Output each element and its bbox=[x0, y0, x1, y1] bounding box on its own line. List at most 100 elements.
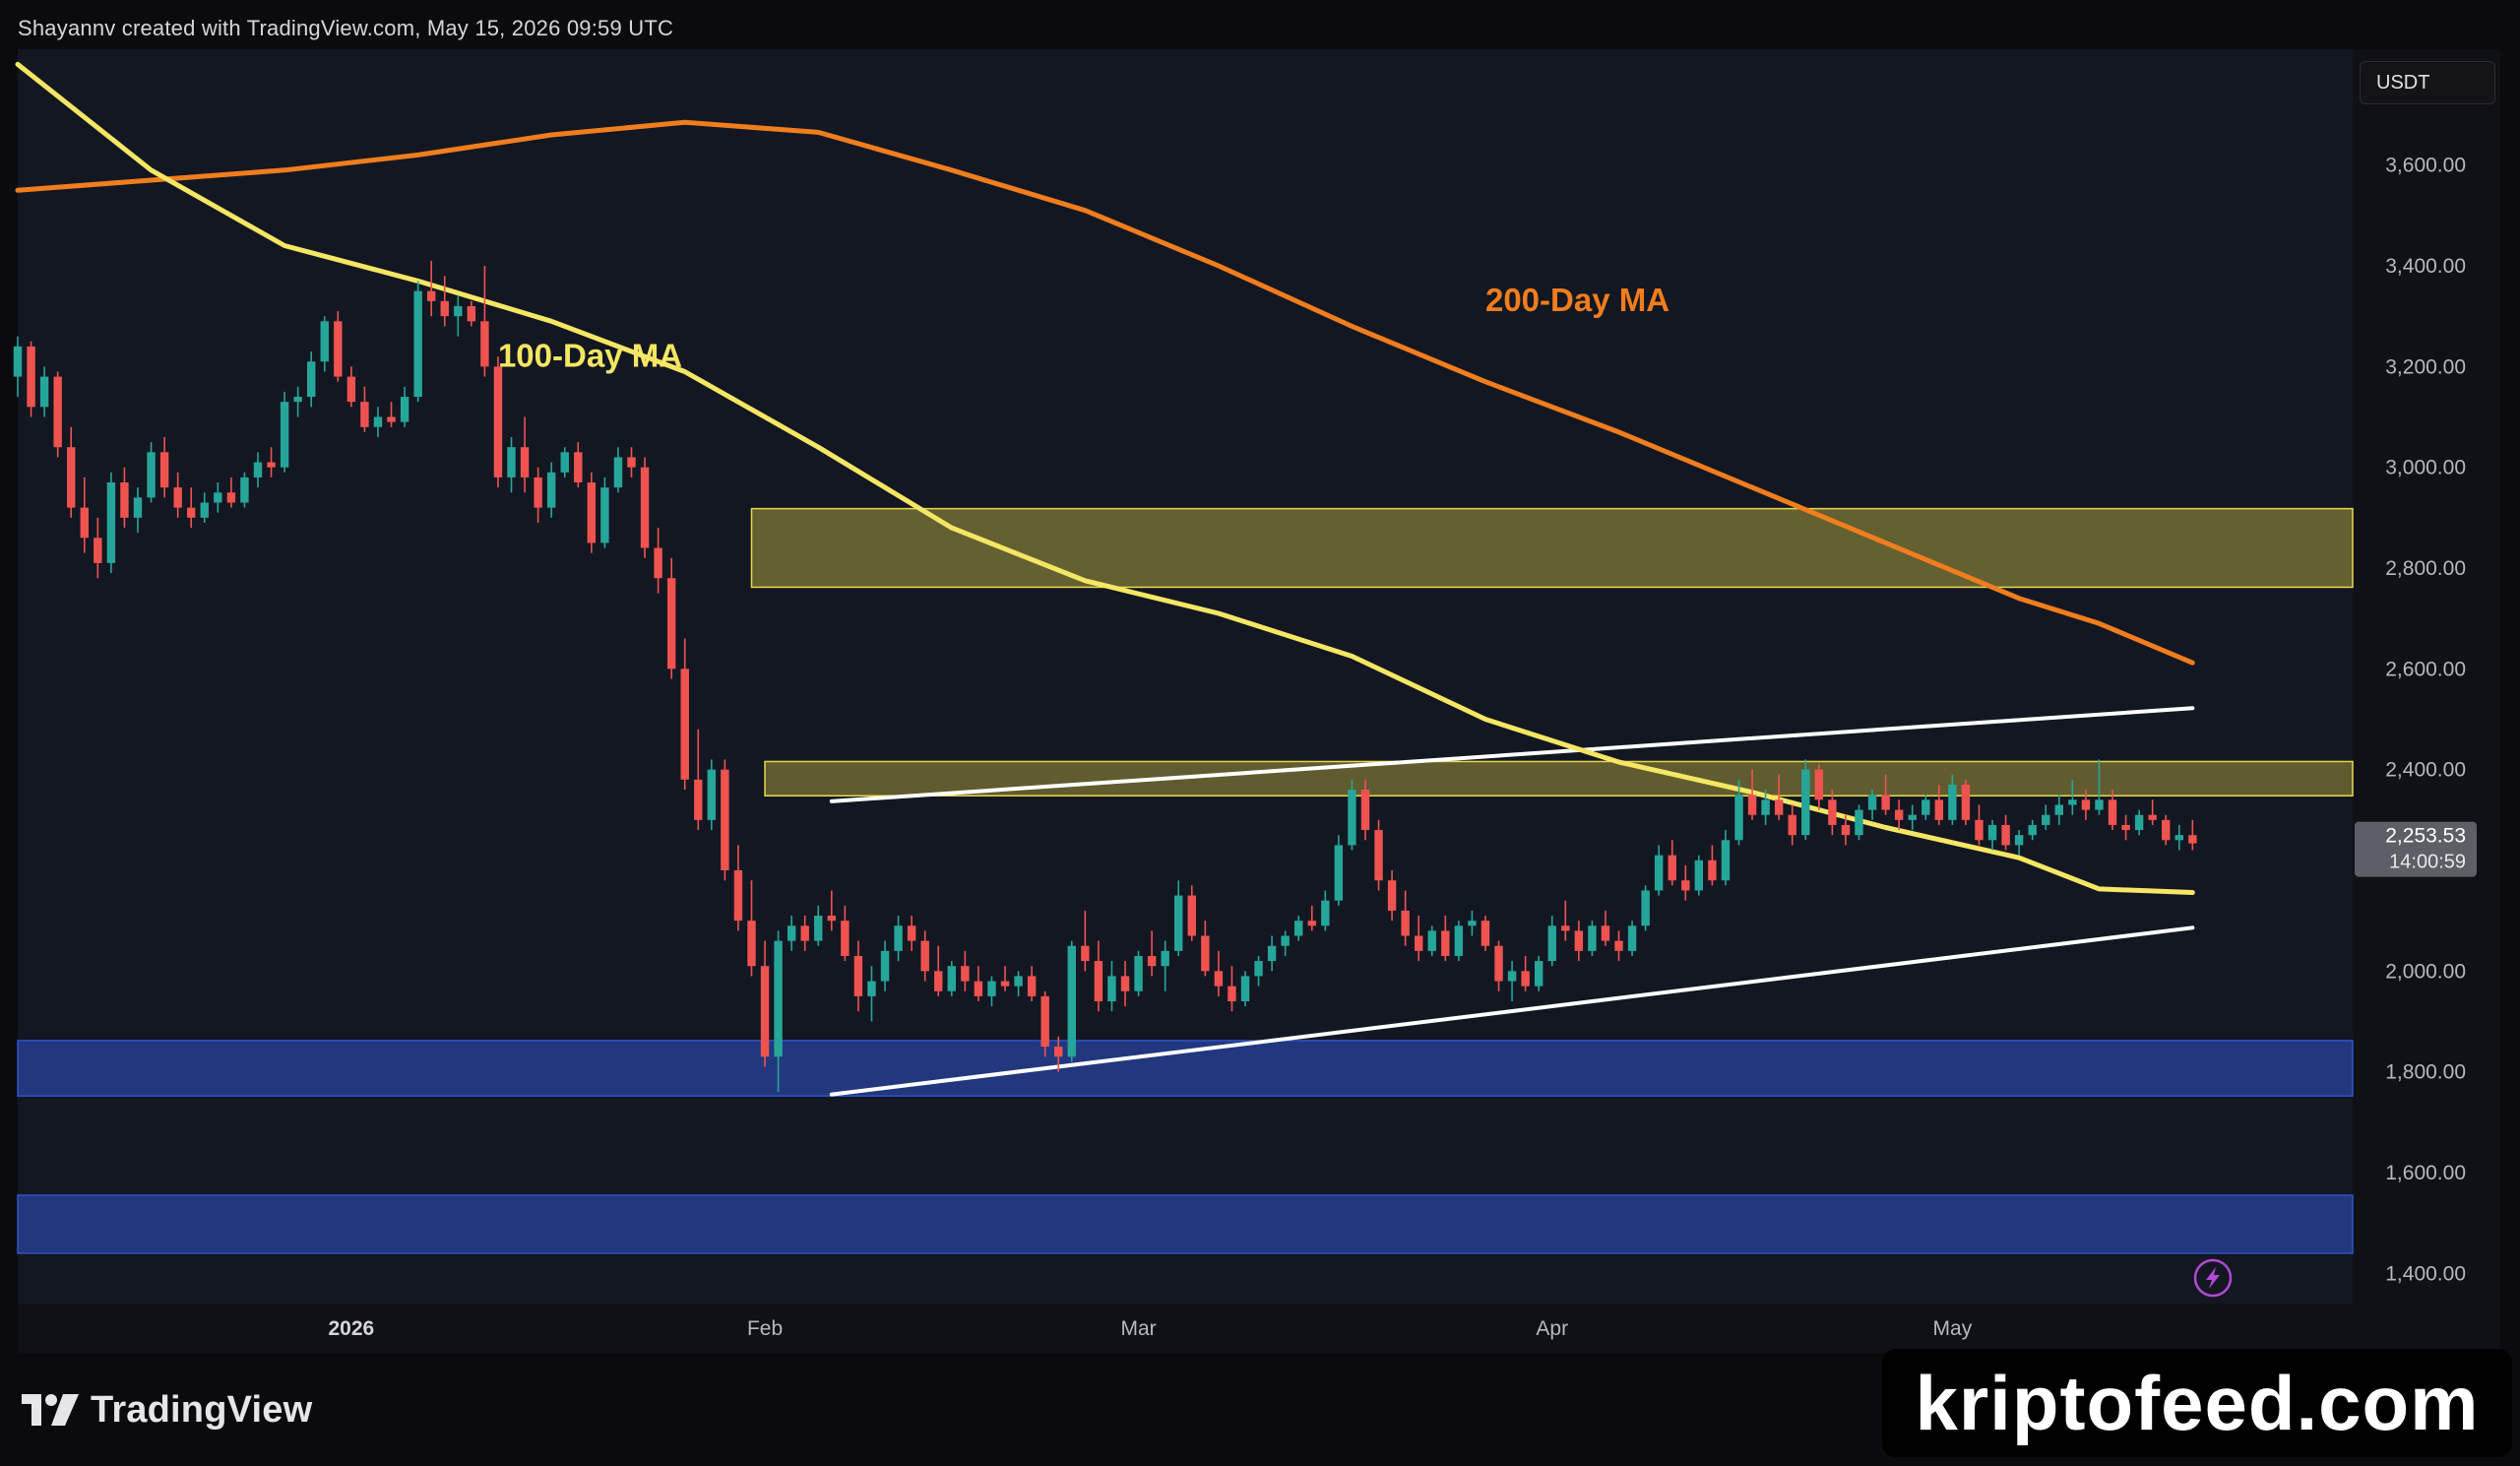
candle-body bbox=[2108, 799, 2117, 825]
candle-body bbox=[1187, 895, 1196, 936]
candle-body bbox=[1014, 976, 1023, 987]
candle-body bbox=[1987, 824, 1997, 841]
candle-body bbox=[159, 452, 169, 488]
candle-body bbox=[1120, 976, 1130, 991]
ma100-line bbox=[15, 61, 2195, 895]
candle-body bbox=[2042, 814, 2050, 825]
candle-body bbox=[1040, 995, 1049, 1048]
time-tick-label: May bbox=[1933, 1317, 1973, 1340]
candle-body bbox=[1374, 830, 1383, 881]
candle-body bbox=[1774, 799, 1784, 815]
candle-body bbox=[2014, 835, 2024, 846]
candle-countdown: 14:00:59 bbox=[2389, 852, 2466, 873]
candle-body bbox=[267, 462, 276, 468]
candle-body bbox=[226, 492, 236, 503]
candle-body bbox=[1081, 945, 1090, 962]
candle-body bbox=[360, 402, 369, 427]
price-tick-label: 1,800.00 bbox=[2385, 1061, 2466, 1084]
candle-body bbox=[27, 346, 35, 408]
candle-body bbox=[1574, 930, 1584, 951]
candle-body bbox=[1561, 925, 1570, 931]
candle-body bbox=[1401, 910, 1410, 936]
candle-body bbox=[1948, 785, 1957, 820]
candle-body bbox=[1254, 961, 1263, 977]
candles bbox=[13, 260, 2197, 1093]
candle-body bbox=[1627, 925, 1637, 951]
candle-body bbox=[1307, 921, 1316, 926]
candle-body bbox=[1000, 981, 1010, 987]
candle-body bbox=[1294, 921, 1303, 936]
candle-body bbox=[907, 925, 916, 941]
candle-body bbox=[1788, 814, 1796, 836]
candle-body bbox=[293, 397, 302, 403]
candle-body bbox=[1054, 1047, 1063, 1057]
candle-body bbox=[1801, 769, 1810, 836]
candle-body bbox=[2081, 799, 2091, 810]
candle-body bbox=[373, 416, 383, 427]
candle-body bbox=[173, 487, 182, 508]
candle-body bbox=[320, 321, 329, 362]
candle-body bbox=[480, 321, 489, 367]
ma200-line bbox=[15, 119, 2195, 666]
lightning-icon[interactable] bbox=[2193, 1258, 2233, 1298]
candle-body bbox=[640, 467, 650, 548]
candle-body bbox=[240, 477, 249, 503]
candle-body bbox=[974, 981, 983, 996]
price-tick-label: 3,600.00 bbox=[2385, 155, 2466, 177]
candle-body bbox=[120, 482, 129, 518]
price-tick-label: 1,600.00 bbox=[2385, 1162, 2466, 1184]
time-tick-label: Feb bbox=[747, 1317, 783, 1340]
channel-trendline bbox=[829, 706, 2195, 803]
candle-body bbox=[1975, 819, 1984, 841]
candle-body bbox=[1134, 955, 1143, 991]
currency-selector[interactable]: USDT bbox=[2360, 61, 2495, 104]
last-price-label: 2,253.53 14:00:59 bbox=[2355, 821, 2477, 877]
candle-body bbox=[2162, 819, 2171, 841]
last-price-value: 2,253.53 bbox=[2385, 825, 2466, 848]
candle-body bbox=[1547, 925, 1556, 962]
candle-body bbox=[1934, 799, 1944, 820]
candle-body bbox=[94, 538, 102, 563]
plot-background bbox=[18, 49, 2353, 1353]
tradingview-logo[interactable]: TradingView bbox=[20, 1386, 312, 1434]
candle-body bbox=[1494, 945, 1503, 982]
candle-body bbox=[2054, 804, 2064, 815]
candle-body bbox=[574, 452, 583, 483]
candle-body bbox=[2121, 824, 2130, 831]
price-axis[interactable]: 3,600.00 3,400.00 3,200.00 3,000.00 2,800.00… bbox=[2385, 155, 2466, 1286]
site-watermark: kriptofeed.com bbox=[1882, 1349, 2512, 1457]
candle-body bbox=[613, 457, 623, 488]
candle-body bbox=[1240, 976, 1250, 1002]
candle-body bbox=[1174, 895, 1183, 951]
candle-body bbox=[1360, 790, 1370, 831]
price-tick-label: 3,200.00 bbox=[2385, 355, 2466, 378]
candle-body bbox=[80, 507, 89, 539]
candle-body bbox=[1067, 945, 1076, 1057]
candle-body bbox=[1161, 950, 1169, 967]
supply-zone bbox=[750, 507, 2354, 589]
candle-body bbox=[1855, 809, 1863, 836]
candle-body bbox=[1201, 935, 1210, 972]
candle-body bbox=[1321, 900, 1330, 926]
time-axis[interactable]: 2026 Feb Mar Apr May bbox=[328, 1317, 1972, 1340]
candle-body bbox=[1961, 785, 1971, 820]
last-price-tag bbox=[2355, 821, 2477, 877]
demand-zone bbox=[17, 1194, 2354, 1254]
candle-body bbox=[1881, 795, 1890, 810]
candle-body bbox=[627, 457, 636, 468]
time-axis-background bbox=[18, 1304, 2353, 1353]
candle-body bbox=[880, 950, 890, 982]
candle-body bbox=[747, 921, 756, 967]
candle-body bbox=[1747, 795, 1757, 815]
candle-body bbox=[1867, 795, 1877, 810]
candle-body bbox=[1614, 940, 1623, 951]
candle-body bbox=[920, 940, 929, 972]
candle-body bbox=[13, 346, 23, 377]
price-tick-label: 2,600.00 bbox=[2385, 658, 2466, 680]
candle-body bbox=[1922, 799, 1930, 815]
time-tick-label: Apr bbox=[1536, 1317, 1568, 1340]
candle-body bbox=[1027, 976, 1037, 996]
chart-author-caption: Shayannv created with TradingView.com, M… bbox=[18, 16, 674, 40]
candle-body bbox=[1107, 976, 1116, 1002]
